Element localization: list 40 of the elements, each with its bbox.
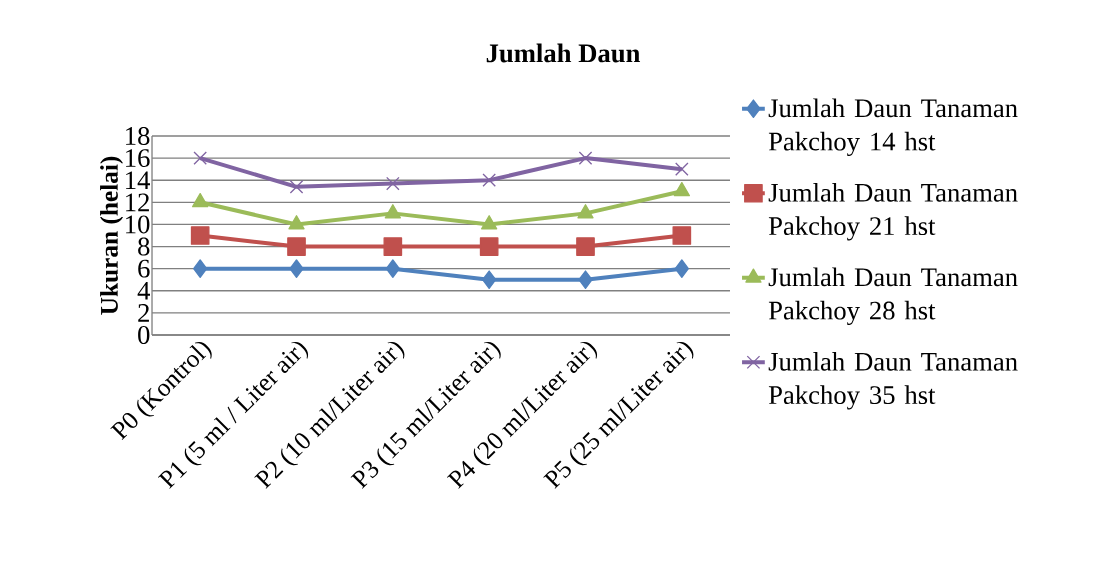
point bbox=[577, 204, 594, 219]
y-tick-label: 8 bbox=[138, 237, 150, 256]
point bbox=[675, 162, 689, 176]
point bbox=[576, 237, 595, 256]
point bbox=[482, 173, 496, 188]
y-tick-label: 16 bbox=[126, 149, 150, 168]
point bbox=[385, 259, 401, 278]
point bbox=[578, 270, 593, 290]
point bbox=[193, 151, 207, 165]
point bbox=[578, 151, 593, 165]
point bbox=[193, 259, 208, 278]
y-tick-label: 0 bbox=[138, 325, 150, 344]
legend-label: Jumlah Daun Tanaman Pakchoy 14 hst bbox=[768, 98, 1018, 157]
point bbox=[288, 215, 305, 230]
point bbox=[479, 237, 499, 256]
point bbox=[190, 226, 210, 245]
point bbox=[289, 180, 304, 194]
point bbox=[384, 204, 402, 219]
y-tick-label: 2 bbox=[138, 304, 149, 322]
y-tick-label: 18 bbox=[126, 127, 150, 145]
point bbox=[383, 237, 403, 256]
point bbox=[482, 270, 497, 290]
y-tick-label: 6 bbox=[138, 259, 150, 278]
legend-label: Jumlah Daun Tanaman Pakchoy 21 hst bbox=[768, 182, 1018, 241]
chart-title: Jumlah Daun bbox=[486, 43, 641, 63]
point bbox=[192, 192, 209, 208]
y-tick-label: 14 bbox=[126, 171, 150, 190]
legend-label: Jumlah Daun Tanaman Pakchoy 28 hst bbox=[768, 267, 1018, 326]
point bbox=[287, 237, 306, 256]
point bbox=[480, 215, 498, 230]
y-axis-title: Ukuran (helai) bbox=[100, 156, 124, 315]
point bbox=[674, 259, 689, 278]
y-tick-label: 10 bbox=[126, 215, 150, 234]
point bbox=[673, 181, 691, 197]
legend-label: Jumlah Daun Tanaman Pakchoy 35 hst bbox=[768, 351, 1018, 410]
point bbox=[672, 226, 692, 245]
point bbox=[289, 259, 304, 278]
point bbox=[386, 176, 400, 191]
y-tick-label: 4 bbox=[137, 282, 150, 300]
y-tick-label: 12 bbox=[126, 193, 149, 212]
